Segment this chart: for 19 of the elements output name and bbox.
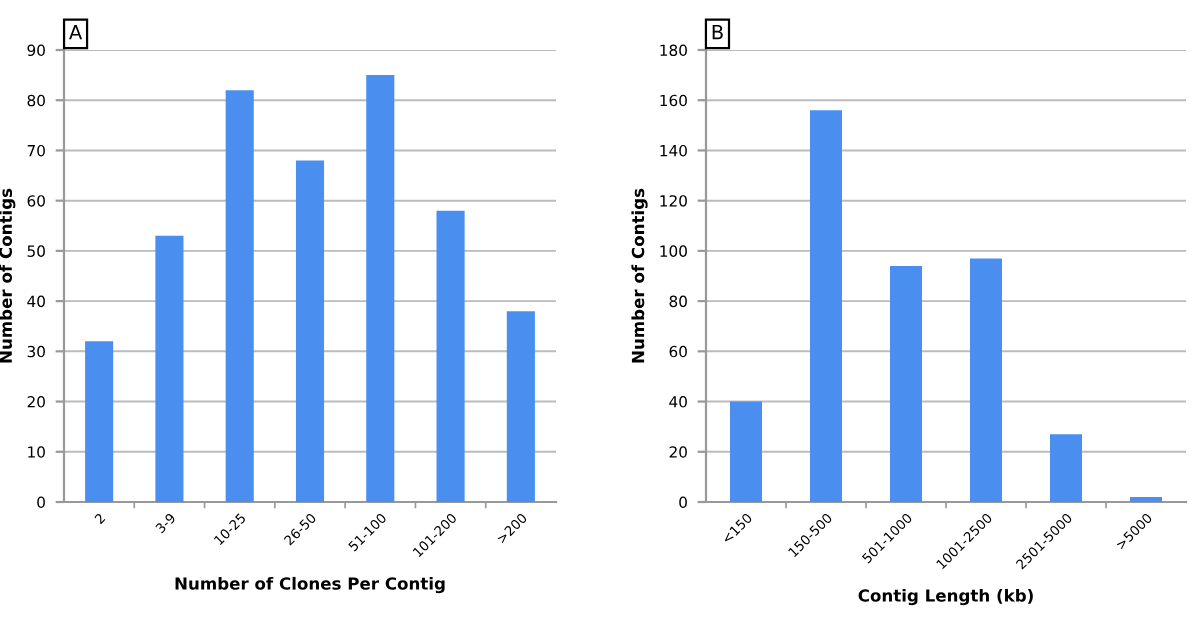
x-axis-title: Number of Clones Per Contig <box>175 576 445 594</box>
bar <box>155 235 184 502</box>
bar <box>730 401 762 502</box>
chart-title: B <box>712 25 723 40</box>
bar <box>1050 434 1082 502</box>
y-axis-title: Number of Contigs <box>0 188 16 363</box>
bar <box>810 110 842 502</box>
bar <box>1130 496 1162 502</box>
bar <box>295 160 325 502</box>
y-axis-title: Number of Contigs <box>631 188 648 363</box>
bar <box>85 341 114 502</box>
bar <box>225 90 254 502</box>
bar <box>970 258 1002 502</box>
bar <box>366 75 395 502</box>
bar <box>436 210 465 502</box>
x-axis-title: Contig Length (kb) <box>858 588 1033 606</box>
bar <box>506 311 535 502</box>
bar <box>890 265 922 502</box>
chart-title: A <box>69 25 83 40</box>
